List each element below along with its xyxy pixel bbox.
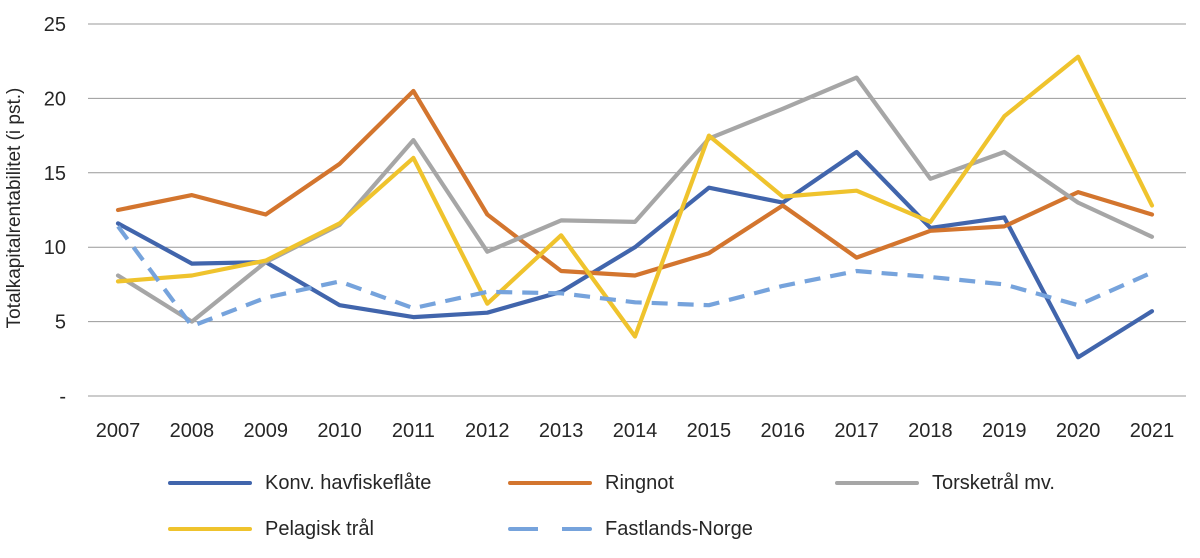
x-tick-label: 2014 xyxy=(613,420,658,442)
x-tick-label: 2009 xyxy=(243,420,288,442)
x-tick-label: 2012 xyxy=(465,420,510,442)
y-tick-label: 10 xyxy=(44,237,66,259)
legend-swatch-solid-line xyxy=(508,481,592,485)
legend-item-ringnot: Ringnot xyxy=(508,471,674,495)
series-line-ringnot xyxy=(115,88,1155,278)
x-tick-label: 2018 xyxy=(908,420,953,442)
x-tick-label: 2017 xyxy=(834,420,879,442)
x-tick-label: 2011 xyxy=(392,420,435,442)
x-tick-label: 2010 xyxy=(317,420,362,442)
legend-item-konv-havfiskeflate: Konv. havfiskeflåte xyxy=(168,471,431,495)
y-tick-label: 15 xyxy=(44,163,66,185)
x-tick-label: 2007 xyxy=(96,420,141,442)
x-tick-label: 2021 xyxy=(1130,420,1175,442)
legend-swatch-solid-line xyxy=(835,481,919,485)
y-tick-label: 25 xyxy=(44,14,66,36)
series-line-fastlands-norge xyxy=(116,225,1153,329)
x-tick-label: 2015 xyxy=(687,420,732,442)
legend-item-fastlands-norge: Fastlands-Norge xyxy=(508,517,753,541)
legend-swatch-dashed-line xyxy=(508,527,592,531)
x-tick-label: 2008 xyxy=(170,420,215,442)
series-line-konv-havfiskefl-te xyxy=(115,149,1155,360)
plot-area: - 5 10 15 20 25 2007 2008 2009 2010 2011 2012 2013 20… xyxy=(44,14,1186,442)
y-axis-title: Totalkapitalrentabilitet (i pst.) xyxy=(4,87,25,329)
legend-swatch-solid-line xyxy=(168,527,252,531)
y-tick-label: 20 xyxy=(44,88,66,110)
x-tick-label: 2020 xyxy=(1056,420,1101,442)
legend-item-pelagisk-tral: Pelagisk trål xyxy=(168,517,374,541)
y-tick-label: - xyxy=(59,386,66,408)
x-tick-label: 2019 xyxy=(982,420,1027,442)
y-tick-label: 5 xyxy=(55,312,66,334)
x-tick-label: 2016 xyxy=(760,420,805,442)
x-tick-label: 2013 xyxy=(539,420,584,442)
legend-item-torsketral-mv: Torsketrål mv. xyxy=(835,471,1055,495)
legend-swatch-solid-line xyxy=(168,481,252,485)
series-line-pelagisk-tr-l xyxy=(115,54,1155,339)
